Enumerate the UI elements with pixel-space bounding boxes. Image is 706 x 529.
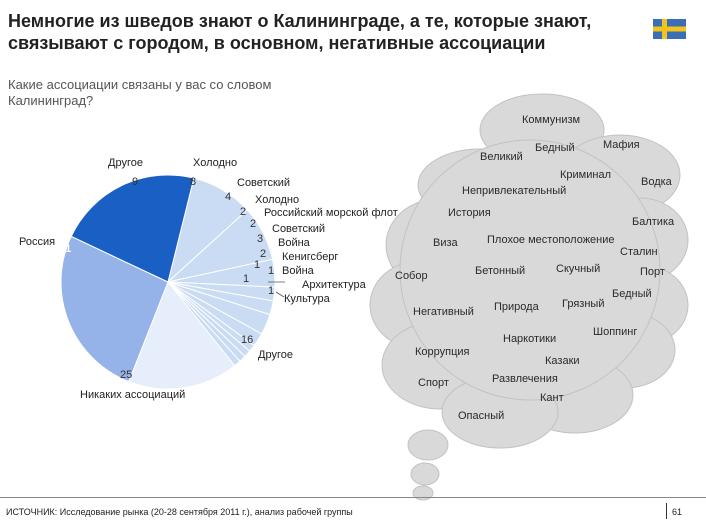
page-title: Немногие из шведов знают о Калининграде,… <box>8 11 592 53</box>
cloud-tail <box>407 429 449 501</box>
cloud-word: История <box>448 207 491 219</box>
cloud-word: Шоппинг <box>593 326 637 338</box>
slice-label-other-small: Другое <box>108 157 143 169</box>
slice-label-navy: Российский морской флот <box>264 207 398 219</box>
slice-value: 16 <box>241 334 253 346</box>
pie-slice-12 <box>60 235 169 383</box>
slice-label-cold: Холодно <box>193 157 237 169</box>
slice-value: 9 <box>132 176 138 188</box>
cloud-word: Плохое местоположение <box>487 234 615 246</box>
footer-divider <box>0 497 706 498</box>
slice-label-russia: Россия <box>19 236 55 248</box>
cloud-word: Криминал <box>560 169 611 181</box>
cloud-word: Коррупция <box>415 346 470 358</box>
slice-value: 25 <box>120 369 132 381</box>
cloud-word: Водка <box>641 176 673 188</box>
cloud-shape <box>369 93 689 449</box>
slice-label-other-large: Другое <box>258 349 293 361</box>
slice-value: 3 <box>257 233 263 245</box>
cloud-word: Порт <box>640 266 665 278</box>
cloud-word: Спорт <box>418 377 449 389</box>
slice-value: 2 <box>250 218 256 230</box>
sweden-flag-icon <box>653 19 686 39</box>
slice-label-war: Война <box>278 237 311 249</box>
cloud-word: Наркотики <box>503 333 556 345</box>
pie-slices <box>60 174 276 390</box>
cloud-word: Негативный <box>413 306 474 318</box>
slice-label-culture: Культура <box>284 293 331 305</box>
slice-label-architecture: Архитектура <box>302 279 367 291</box>
chart-question: Какие ассоциации связаны у вас со словом… <box>8 77 272 108</box>
slice-label-no-associations: Никаких ассоциаций <box>80 389 185 401</box>
slice-value: 4 <box>225 191 231 203</box>
cloud-word: Скучный <box>556 263 600 275</box>
slice-value: 8 <box>190 176 196 188</box>
cloud-word: Непривлекательный <box>462 185 566 197</box>
slice-label-soviet-2: Советский <box>272 223 325 235</box>
cloud-word: Опасный <box>458 410 504 422</box>
slice-value: 2 <box>260 248 266 260</box>
cloud-word: Собор <box>395 270 428 282</box>
slice-label-cold-2: Холодно <box>255 194 299 206</box>
cloud-word: Кант <box>540 392 564 404</box>
cloud-word: Бетонный <box>475 265 525 277</box>
cloud-word: Развлечения <box>492 373 558 385</box>
page-number-separator <box>666 503 667 519</box>
cloud-word: Казаки <box>545 355 580 367</box>
slice-label-war-2: Война <box>282 265 315 277</box>
cloud-word: Виза <box>433 237 459 249</box>
cloud-word: Мафия <box>603 139 640 151</box>
slice-value-russia: 21 <box>59 243 71 255</box>
slice-value: 2 <box>240 206 246 218</box>
slice-value: 1 <box>268 265 274 277</box>
cloud-words: Коммунизм Мафия Бедный Великий Криминал … <box>395 114 675 422</box>
cloud-word: Бедный <box>612 288 652 300</box>
page-number: 61 <box>672 507 683 517</box>
cloud-word: Балтика <box>632 216 675 228</box>
cloud-word: Бедный <box>535 142 575 154</box>
slice-value: 1 <box>268 285 274 297</box>
cloud-word: Природа <box>494 301 540 313</box>
cloud-word: Коммунизм <box>522 114 580 126</box>
source-note: ИСТОЧНИК: Исследование рынка (20-28 сент… <box>6 507 353 517</box>
slice-value: 1 <box>254 259 260 271</box>
pie-slice-13 <box>70 174 195 283</box>
slice-label-koenigsberg: Кенигсберг <box>282 251 338 263</box>
pie-values: 9 8 4 2 2 3 2 1 1 1 1 16 25 21 <box>59 176 274 381</box>
cloud-word: Великий <box>480 151 523 163</box>
cloud-word: Грязный <box>562 298 604 310</box>
slice-value: 1 <box>243 273 249 285</box>
slice-label-soviet: Советский <box>237 177 290 189</box>
pie-labels: Другое Холодно Советский Холодно Российс… <box>19 157 398 401</box>
pie-slice-11 <box>128 281 236 390</box>
pie-leader-lines <box>268 281 285 298</box>
cloud-word: Сталин <box>620 246 658 258</box>
